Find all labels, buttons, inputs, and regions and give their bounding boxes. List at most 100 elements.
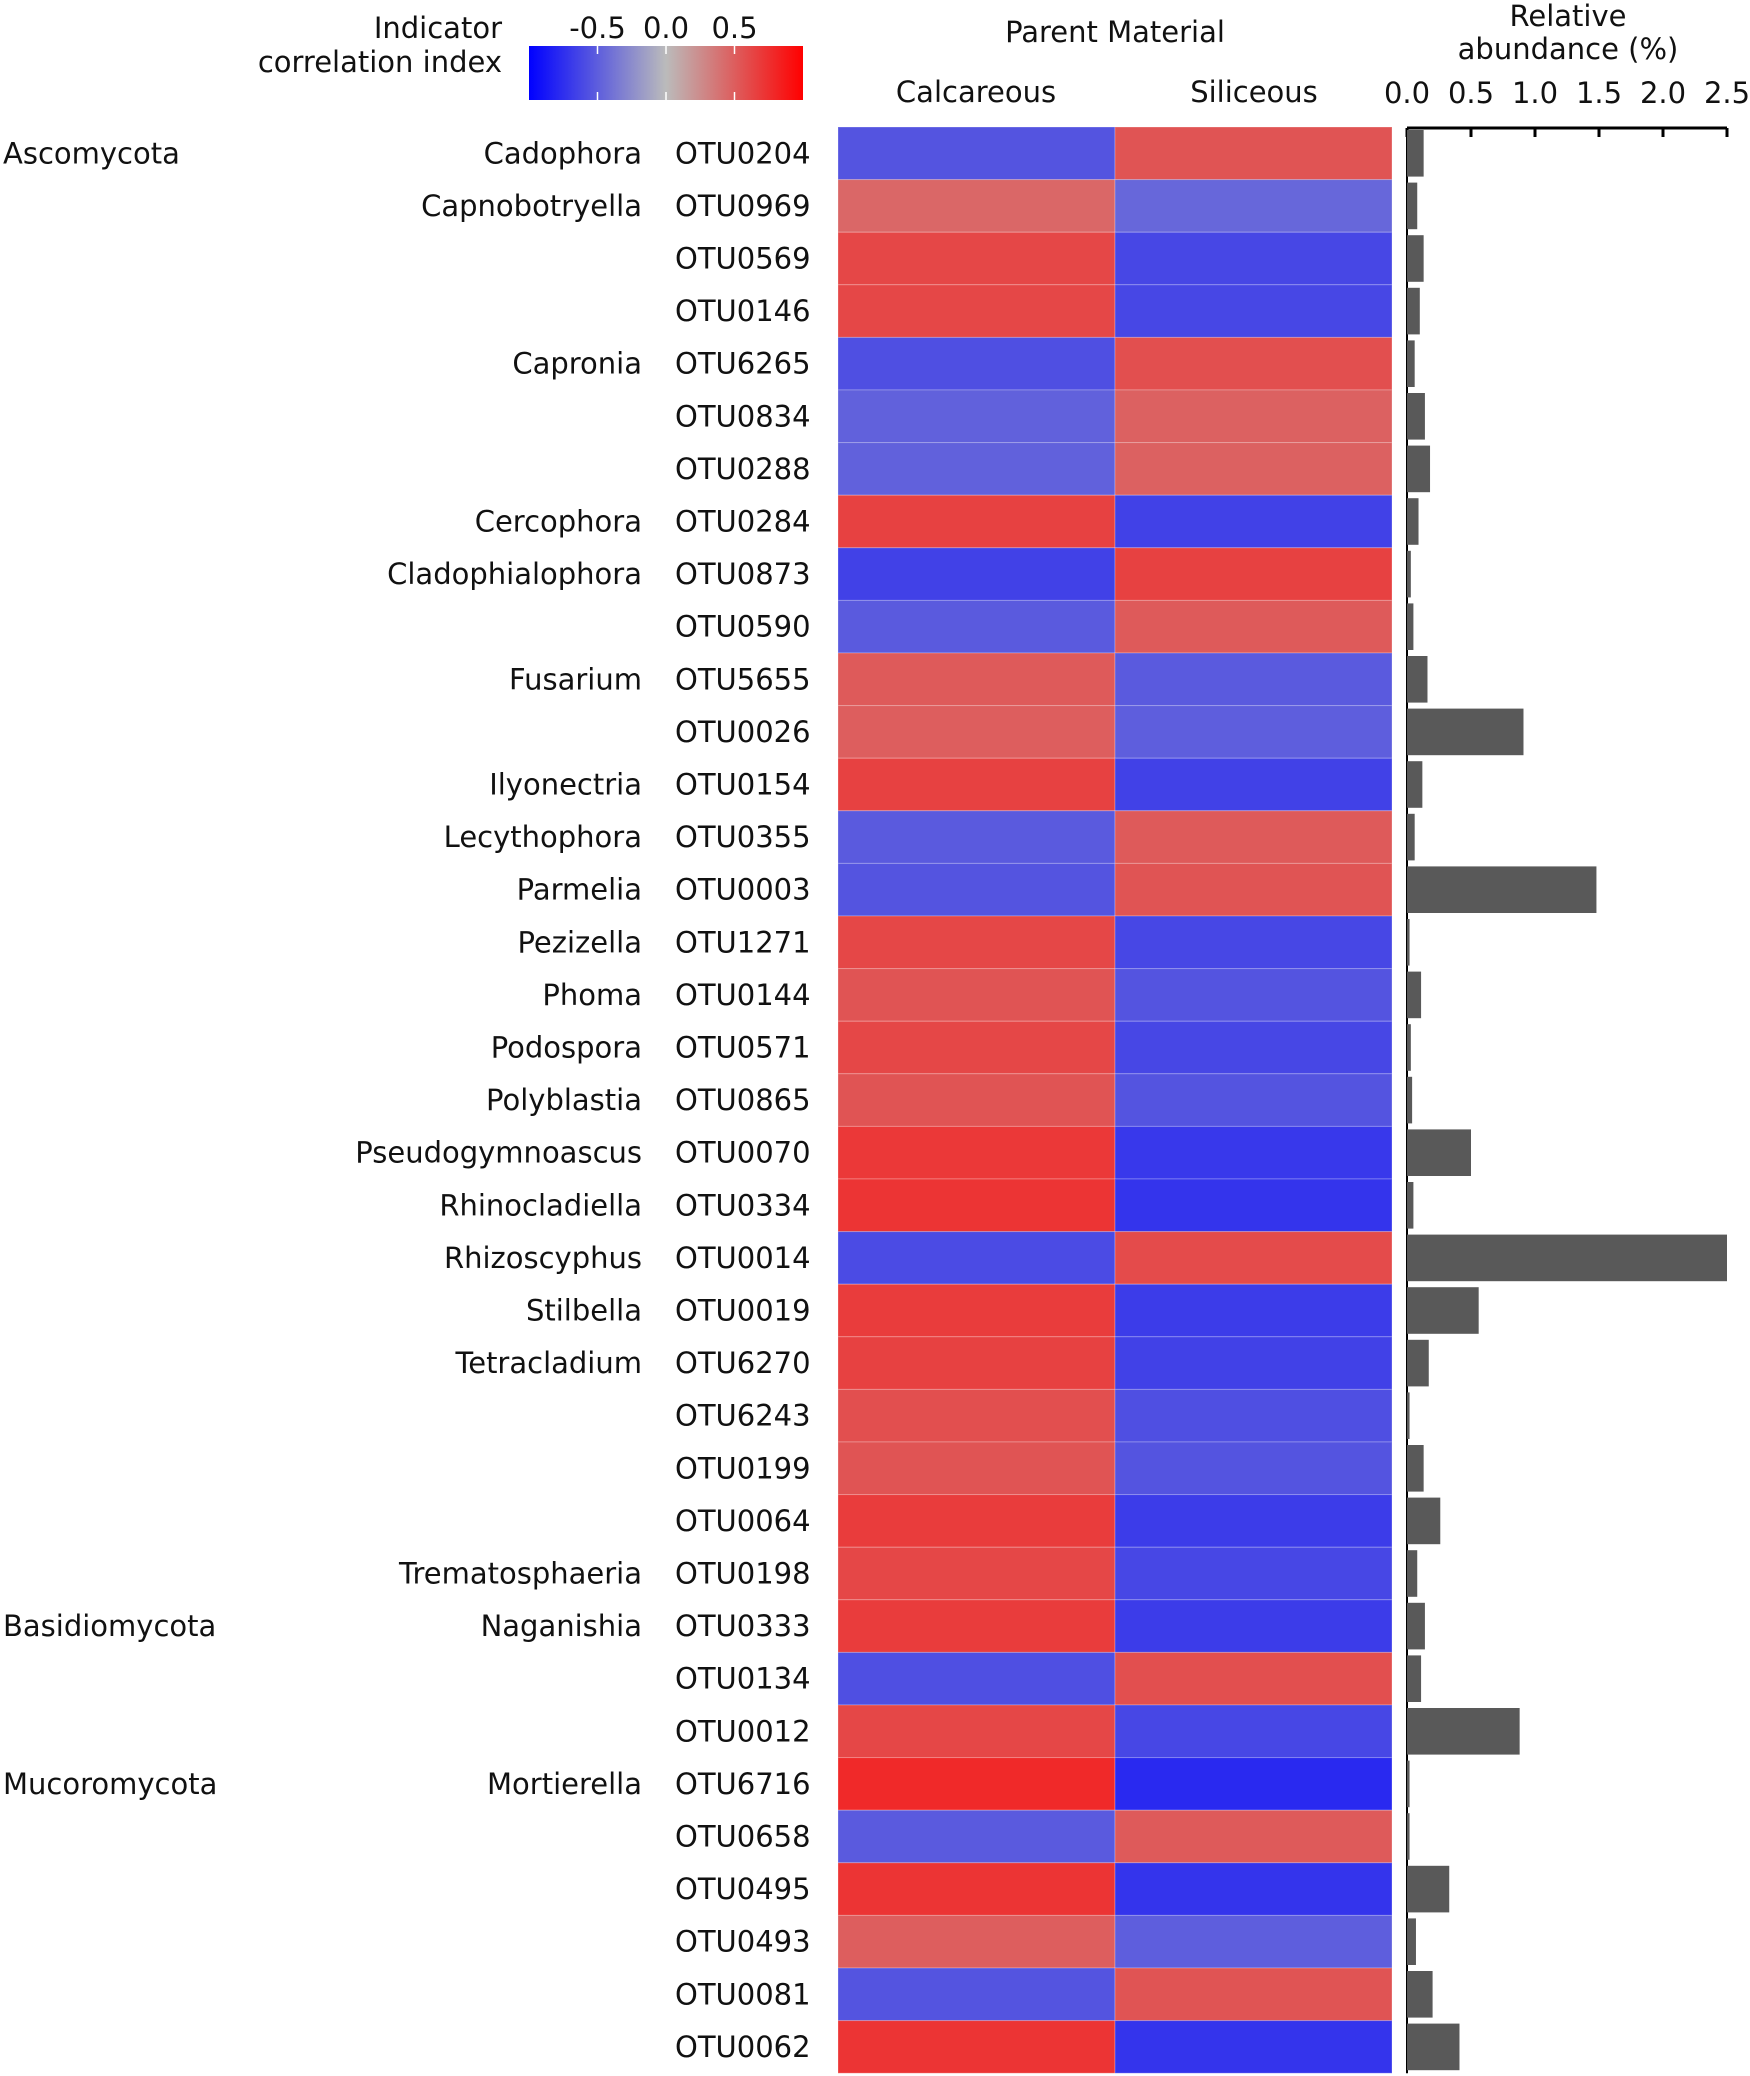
abundance-bar	[1407, 498, 1419, 545]
heatmap-cell-calcareous	[837, 1283, 1116, 1338]
abundance-bar	[1407, 656, 1428, 703]
otu-label: OTU0198	[675, 1557, 811, 1591]
heatmap-cell-calcareous	[837, 179, 1116, 233]
heatmap-cell-siliceous	[1114, 1231, 1393, 1285]
bar-title-line-2: abundance (%)	[1458, 32, 1679, 66]
abundance-bars	[1407, 130, 1727, 2071]
heatmap-cell-siliceous	[1114, 179, 1393, 233]
otu-label: OTU0014	[675, 1241, 811, 1275]
abundance-bar	[1407, 603, 1414, 650]
otu-label: OTU0658	[675, 1820, 811, 1854]
otu-label: OTU0003	[675, 873, 811, 907]
heatmap-cell-siliceous	[1114, 1599, 1393, 1653]
abundance-bar	[1407, 1076, 1413, 1124]
genus-label: Cladophialophora	[387, 557, 642, 591]
legend-title-line-1: Indicator	[374, 11, 502, 45]
legend-colorbar	[529, 46, 803, 100]
abundance-bar	[1407, 182, 1418, 230]
heatmap-cell-calcareous	[837, 1704, 1116, 1759]
heatmap-cell-siliceous	[1114, 1441, 1393, 1496]
bar-axis-tick-label: 0.0	[1384, 76, 1430, 110]
otu-label: OTU0355	[675, 820, 811, 854]
abundance-bar	[1407, 1655, 1422, 1702]
abundance-bar	[1407, 1865, 1450, 1913]
otu-label: OTU0569	[675, 242, 811, 276]
heatmap-cell-siliceous	[1114, 1651, 1393, 1706]
otu-label: OTU0012	[675, 1714, 811, 1748]
abundance-bar	[1407, 1708, 1520, 1755]
genus-label: Cadophora	[484, 136, 642, 170]
otu-label: OTU6265	[675, 347, 811, 381]
otu-label: OTU0571	[675, 1031, 811, 1065]
otu-label: OTU5655	[675, 662, 811, 696]
heatmap-cell-calcareous	[837, 1020, 1116, 1075]
abundance-bar	[1407, 708, 1524, 756]
heatmap-cell-siliceous	[1114, 126, 1393, 181]
otu-label: OTU6716	[675, 1767, 811, 1801]
heatmap-cell-calcareous	[837, 442, 1116, 496]
heatmap-cell-calcareous	[837, 336, 1116, 391]
abundance-bar	[1407, 2023, 1460, 2071]
heatmap-cell-siliceous	[1114, 336, 1393, 391]
heatmap-cell-siliceous	[1114, 284, 1393, 338]
genus-label: Fusarium	[509, 662, 642, 696]
bar-title-line-1: Relative	[1510, 0, 1627, 33]
column-header-siliceous: Siliceous	[1190, 75, 1318, 109]
heatmap-cell-calcareous	[837, 757, 1116, 812]
otu-label: OTU0064	[675, 1504, 811, 1538]
heatmap-cell-calcareous	[837, 1757, 1116, 1811]
otu-label: OTU0199	[675, 1451, 811, 1485]
heatmap-cell-siliceous	[1114, 1020, 1393, 1075]
heatmap-cell-siliceous	[1114, 862, 1393, 917]
genus-label: Capronia	[512, 347, 642, 381]
heatmap-cell-calcareous	[837, 2020, 1116, 2074]
abundance-bar	[1407, 1024, 1411, 1071]
otu-label: OTU0333	[675, 1609, 811, 1643]
abundance-bar	[1407, 919, 1410, 966]
heatmap-cell-calcareous	[837, 1336, 1116, 1390]
abundance-bar	[1407, 1971, 1433, 2018]
abundance-bar	[1407, 1339, 1429, 1387]
heatmap-cell-calcareous	[837, 1599, 1116, 1653]
genus-label: Mortierella	[487, 1767, 642, 1801]
heatmap-cells	[837, 126, 1393, 2074]
abundance-bar	[1407, 235, 1424, 282]
heatmap-cell-calcareous	[837, 1125, 1116, 1180]
abundance-bar	[1407, 1918, 1416, 1965]
abundance-bar	[1407, 813, 1415, 861]
heatmap-cell-siliceous	[1114, 1809, 1393, 1864]
heatmap-cell-siliceous	[1114, 389, 1393, 444]
genus-label: Polyblastia	[486, 1083, 642, 1117]
bar-axis-tick-label: 1.5	[1576, 76, 1622, 110]
heatmap-cell-siliceous	[1114, 1125, 1393, 1180]
heatmap-cell-calcareous	[837, 599, 1116, 654]
legend-title-line-2: correlation index	[258, 45, 502, 79]
legend-tick-label: 0.0	[643, 11, 689, 45]
heatmap-cell-calcareous	[837, 1546, 1116, 1601]
genus-label: Rhinocladiella	[439, 1188, 642, 1222]
otu-label: OTU1271	[675, 925, 811, 959]
abundance-bar	[1407, 445, 1431, 493]
bar-x-axis: 0.0 0.5 1.0 1.5 2.0 2.5	[1384, 76, 1750, 2074]
phylum-label: Mucoromycota	[3, 1767, 217, 1801]
heatmap-cell-siliceous	[1114, 652, 1393, 707]
genus-label: Tetracladium	[454, 1346, 642, 1380]
heatmap-cell-calcareous	[837, 284, 1116, 338]
abundance-bar	[1407, 550, 1411, 598]
otu-label: OTU0019	[675, 1294, 811, 1328]
heatmap-cell-siliceous	[1114, 1178, 1393, 1233]
otu-label: OTU0144	[675, 978, 811, 1012]
abundance-bar	[1407, 1287, 1479, 1334]
heatmap-cell-siliceous	[1114, 2020, 1393, 2074]
abundance-bar	[1407, 1497, 1441, 1545]
bar-axis-tick-label: 2.0	[1640, 76, 1686, 110]
bar-axis-tick-label: 0.5	[1448, 76, 1494, 110]
phylum-label: Basidiomycota	[3, 1609, 216, 1643]
heatmap-cell-calcareous	[837, 652, 1116, 707]
heatmap-cell-siliceous	[1114, 1388, 1393, 1443]
heatmap-cell-siliceous	[1114, 1073, 1393, 1127]
genus-label: Phoma	[542, 978, 642, 1012]
legend-tick-label: -0.5	[569, 11, 626, 45]
genus-label: Pseudogymnoascus	[355, 1136, 642, 1170]
abundance-bar	[1407, 971, 1422, 1019]
